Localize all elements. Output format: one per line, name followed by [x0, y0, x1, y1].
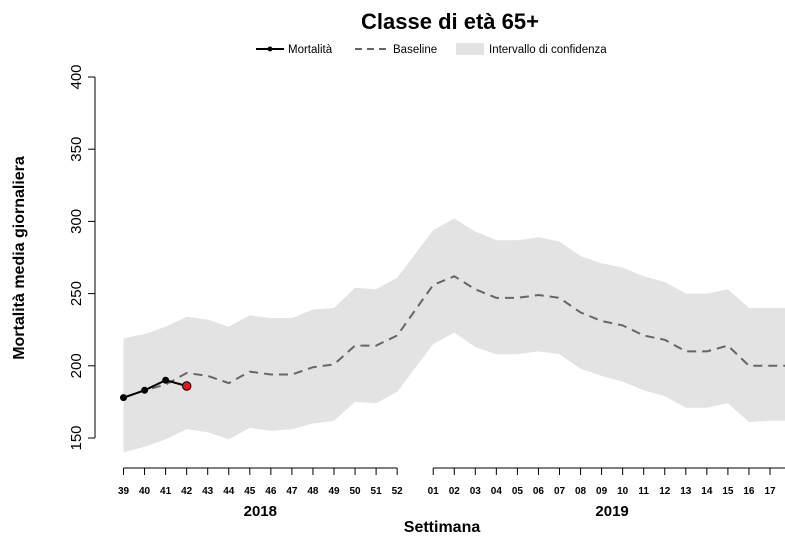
x-tick-label: 39 [118, 486, 130, 497]
x-tick-label: 04 [491, 486, 503, 497]
chart-title: Classe di età 65+ [361, 9, 539, 34]
x-tick-label: 07 [554, 486, 566, 497]
x-tick-label: 49 [328, 486, 340, 497]
x-tick-label: 51 [371, 486, 383, 497]
y-tick-label: 200 [68, 353, 85, 378]
x-tick-label: 14 [701, 486, 713, 497]
x-tick-label: 09 [596, 486, 608, 497]
x-tick-label: 02 [449, 486, 461, 497]
confidence-band [123, 218, 785, 453]
legend-label-mortality: Mortalità [288, 44, 333, 56]
mortality-point [162, 376, 170, 384]
y-tick-label: 250 [68, 281, 85, 306]
legend-label-band: Intervallo di confidenza [489, 44, 607, 56]
x-tick-label: 15 [722, 486, 734, 497]
x-tick-label: 05 [512, 486, 524, 497]
year-label-2019: 2019 [595, 503, 628, 520]
x-tick-label: 44 [223, 486, 235, 497]
x-tick-label: 40 [139, 486, 151, 497]
mortality-point [120, 394, 127, 402]
x-tick-label: 13 [680, 486, 692, 497]
x-tick-label: 52 [392, 486, 404, 497]
legend-band-swatch [456, 43, 484, 55]
x-tick-label: 43 [202, 486, 214, 497]
x-tick-label: 45 [244, 486, 256, 497]
x-tick-label: 16 [743, 486, 755, 497]
x-tick-label: 17 [764, 486, 776, 497]
y-tick-label: 400 [68, 64, 85, 89]
x-tick-label: 08 [575, 486, 587, 497]
x-tick-label: 11 [638, 486, 649, 497]
x-axis-label: Settimana [404, 519, 481, 536]
x-tick-label: 48 [307, 486, 319, 497]
x-axis: 39 40 41 42 43 44 45 46 47 48 49 50 51 52 2018 01 02 03 04… [118, 467, 785, 520]
year-label-2018: 2018 [244, 503, 277, 520]
x-tick-label: 50 [349, 486, 361, 497]
y-tick-label: 150 [68, 425, 85, 450]
mortality-point [141, 386, 149, 394]
x-tick-label: 01 [428, 486, 440, 497]
plot-area [120, 218, 785, 453]
legend-mortality-marker [267, 46, 273, 52]
mortality-point-last [182, 381, 192, 391]
y-tick-label: 300 [68, 209, 85, 234]
mortality-line [123, 379, 187, 399]
y-axis: 150 200 250 300 350 400 [68, 64, 96, 451]
legend: Mortalità Baseline Intervallo di confide… [256, 43, 607, 56]
x-tick-label: 12 [659, 486, 671, 497]
baseline-line [123, 275, 785, 399]
y-axis-label: Mortalità media giornaliera [11, 156, 28, 360]
x-tick-label: 10 [617, 486, 629, 497]
y-tick-label: 350 [68, 137, 85, 162]
legend-label-baseline: Baseline [393, 44, 437, 56]
x-tick-label: 42 [181, 486, 193, 497]
x-tick-label: 47 [286, 486, 298, 497]
x-tick-label: 03 [470, 486, 482, 497]
x-tick-label: 46 [265, 486, 277, 497]
x-tick-label: 06 [533, 486, 545, 497]
x-tick-label: 41 [160, 486, 172, 497]
